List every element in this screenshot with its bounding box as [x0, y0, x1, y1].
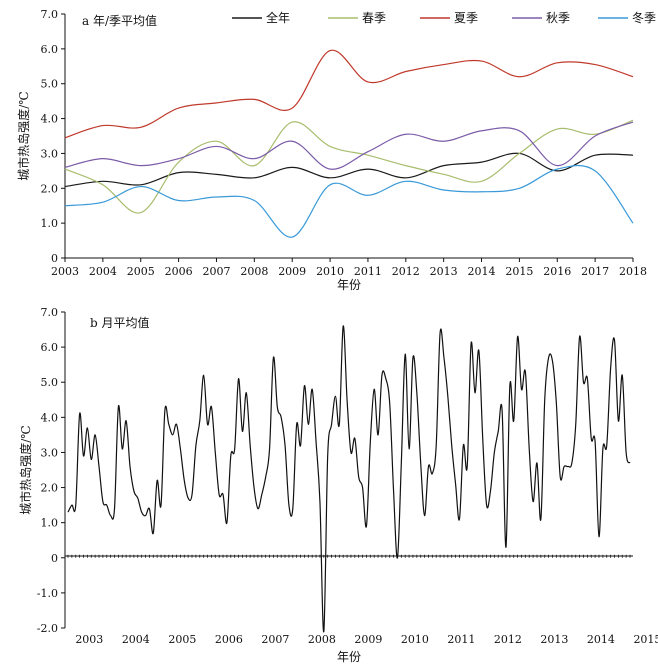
panel-a-x-tick-label: 2016 — [543, 265, 571, 278]
panel-a-y-tick-label: 6.0 — [41, 43, 59, 56]
panel-a-x-tick-label: 2018 — [619, 265, 647, 278]
panel-a-y-tick-label: 3.0 — [41, 147, 59, 160]
panel-b-series — [67, 325, 631, 633]
panel-b-x-tick-label: 2007 — [261, 633, 289, 646]
panel-a-x-tick-label: 2012 — [392, 265, 420, 278]
panel-b-x-tick-labels: 2003 2004 2005 2006 2007 2008 2009 2010 2011 2012… — [75, 633, 658, 646]
panel-a-x-tick-label: 2014 — [468, 265, 496, 278]
panel-a-series-line-5 — [64, 164, 634, 238]
panel-b-y-label: 城市热岛强度/℃ — [18, 425, 33, 514]
panel-a-y-tick-labels: 0 1.0 2.0 3.0 4.0 5.0 6.0 7.0 — [41, 8, 65, 265]
panel-a-series-line-3 — [64, 49, 634, 139]
panel-a-y-tick-label: 7.0 — [41, 8, 59, 21]
panel-b-series-line — [67, 325, 631, 633]
panel-a-annual-seasonal: 01.02.03.04.05.06.07.0 2003 2004 2005 2006 2… — [16, 8, 656, 292]
panel-b-y-tick-label: 7.0 — [41, 306, 59, 319]
panel-b-title: b 月平均值 — [90, 315, 150, 330]
panel-a-x-tick-label: 2007 — [202, 265, 230, 278]
panel-b-y-tick-label: 0 — [51, 552, 58, 565]
panel-b-y-tick-label: 1.0 — [41, 517, 59, 530]
panel-a-x-tick-label: 2017 — [581, 265, 609, 278]
panel-b-x-tick-label: 2004 — [122, 633, 150, 646]
panel-a-legend-label-4: 秋季 — [546, 11, 570, 25]
panel-a-series — [64, 49, 634, 238]
panel-b-x-tick-label: 2003 — [75, 633, 103, 646]
panel-b-x-tick-label: 2010 — [401, 633, 429, 646]
panel-b-y-tick-label: -2.0 — [37, 622, 58, 635]
panel-a-x-tick-label: 2008 — [240, 265, 268, 278]
panel-b-x-label: 年份 — [337, 650, 361, 664]
panel-a-series-line-2 — [64, 119, 634, 214]
panel-b-y-tick-label: 4.0 — [41, 411, 59, 424]
panel-a-legend-label-2: 春季 — [362, 11, 386, 25]
panel-a-series-line-1 — [64, 152, 634, 188]
panel-a-x-tick-label: 2010 — [316, 265, 344, 278]
panel-a-y-tick-label: 0 — [51, 252, 58, 265]
panel-b-y-tick-label: 5.0 — [41, 376, 59, 389]
panel-b-month-ticks — [67, 554, 631, 558]
panel-b-y-tick-label: 3.0 — [41, 446, 59, 459]
panel-b-x-tick-label: 2008 — [308, 633, 336, 646]
panel-a-y-tick-label: 1.0 — [41, 217, 59, 230]
panel-a-x-tick-labels: 2003 2004 2005 2006 2007 2008 2009 2010 2011 2012… — [51, 258, 647, 278]
panel-a-x-tick-label: 2011 — [354, 265, 382, 278]
panel-b-x-tick-label: 2013 — [540, 633, 568, 646]
panel-b-y-tick-label: 6.0 — [41, 341, 59, 354]
panel-a-y-label: 城市热岛强度/℃ — [16, 91, 31, 180]
panel-b-x-tick-label: 2009 — [354, 633, 382, 646]
panel-b-x-tick-label: 2015 — [633, 633, 658, 646]
panel-a-x-tick-label: 2009 — [278, 265, 306, 278]
panel-a-x-tick-label: 2013 — [430, 265, 458, 278]
panel-b-y-tick-label: 2.0 — [41, 482, 59, 495]
panel-a-y-tick-label: 5.0 — [41, 78, 59, 91]
panel-b-monthly: -2.0-1.001.02.03.04.05.06.07.0 2003 2004 2… — [18, 306, 658, 664]
panel-b-y-tick-labels: -2.0 -1.0 0 1.0 2.0 3.0 4.0 5.0 6.0 7.0 — [37, 306, 65, 635]
panel-a-legend-label-3: 夏季 — [454, 11, 478, 25]
panel-a-x-tick-label: 2006 — [165, 265, 193, 278]
panel-a-series-line-4 — [64, 121, 634, 170]
panel-b-x-tick-label: 2011 — [447, 633, 475, 646]
panel-a-legend-label-5: 冬季 — [632, 10, 656, 25]
panel-b-x-tick-label: 2012 — [494, 633, 522, 646]
panel-a-x-tick-label: 2005 — [127, 265, 155, 278]
panel-a-title: a 年/季平均值 — [82, 13, 157, 28]
panel-b-x-tick-label: 2005 — [168, 633, 196, 646]
panel-a-x-tick-label: 2015 — [505, 265, 533, 278]
panel-a-legend-label-1: 全年 — [266, 10, 290, 25]
panel-b-x-tick-label: 2006 — [215, 633, 243, 646]
panel-a-x-tick-label: 2004 — [89, 265, 117, 278]
panel-b-x-tick-label: 2014 — [587, 633, 615, 646]
panel-a-y-tick-label: 4.0 — [41, 113, 59, 126]
panel-a-y-tick-label: 2.0 — [41, 182, 59, 195]
panel-a-x-label: 年份 — [337, 278, 361, 292]
panel-a-x-tick-label: 2003 — [51, 265, 79, 278]
panel-b-y-tick-label: -1.0 — [37, 587, 58, 600]
panel-a-legend: 全年 春季 夏季 秋季 冬季 — [232, 10, 656, 25]
